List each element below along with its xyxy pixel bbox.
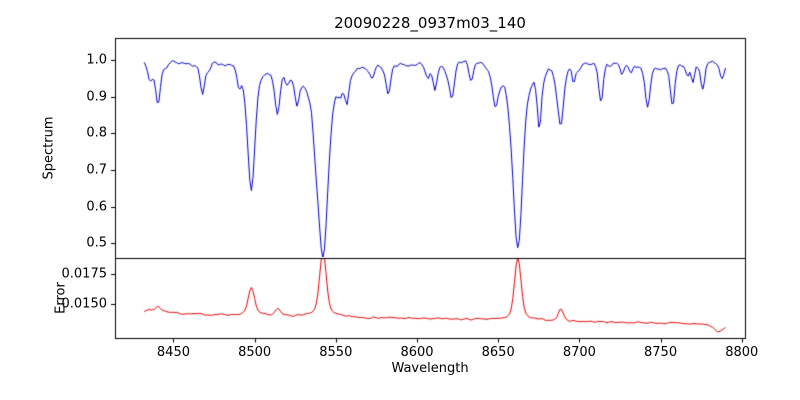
chart-title: 20090228_0937m03_140 — [334, 14, 526, 32]
y-axis-label-spectrum: Spectrum — [41, 116, 57, 180]
x-axis-label: Wavelength — [391, 361, 469, 376]
y-axis-label-error: Error — [53, 282, 69, 314]
